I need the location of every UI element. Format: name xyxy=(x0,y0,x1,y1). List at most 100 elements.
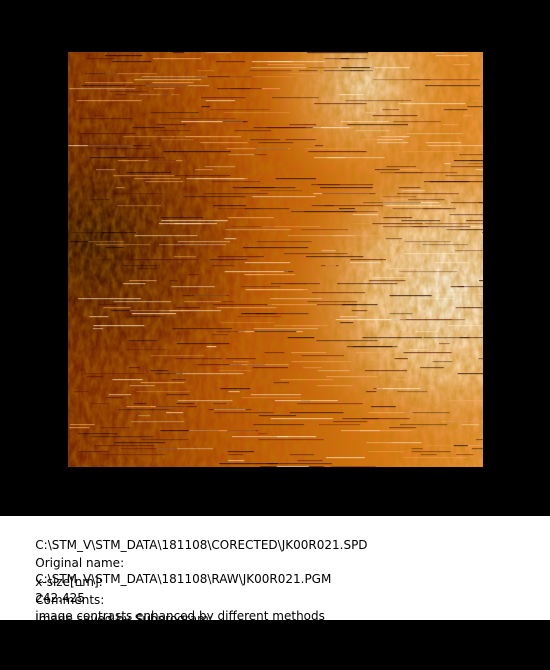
scan-streak xyxy=(409,214,440,216)
scan-streak xyxy=(270,418,333,420)
scan-streak xyxy=(241,397,301,399)
scan-streak xyxy=(222,121,248,123)
scan-streak xyxy=(145,85,210,87)
scan-streak xyxy=(244,208,290,210)
scan-streak xyxy=(393,199,434,201)
scan-streak xyxy=(377,142,409,144)
scan-streak xyxy=(372,223,423,225)
scan-streak xyxy=(243,247,309,249)
scan-streak xyxy=(308,151,367,153)
scan-streak xyxy=(402,190,426,192)
scan-streak xyxy=(129,310,191,312)
scan-streak xyxy=(446,229,483,231)
scan-streak xyxy=(211,334,229,336)
scan-streak xyxy=(140,382,185,384)
scan-streak xyxy=(413,370,422,372)
scan-streak xyxy=(462,400,483,402)
scan-streak xyxy=(89,316,109,318)
scan-streak xyxy=(228,454,244,456)
scan-streak xyxy=(347,124,408,126)
scan-streak xyxy=(449,229,483,231)
scan-streak xyxy=(405,319,465,321)
scan-streak xyxy=(176,343,230,345)
scan-streak xyxy=(254,331,297,333)
scan-streak xyxy=(129,367,140,369)
scan-streak xyxy=(373,79,430,81)
scan-streak xyxy=(250,88,281,90)
scan-streak xyxy=(171,286,215,288)
scan-streak xyxy=(478,358,483,360)
scan-streak xyxy=(103,307,131,309)
scan-streak xyxy=(382,196,417,198)
scan-streak xyxy=(450,163,483,165)
scan-streak xyxy=(174,175,231,177)
scan-streak xyxy=(186,178,245,180)
scan-streak xyxy=(289,73,320,75)
scan-streak xyxy=(423,337,470,339)
scan-streak xyxy=(218,370,252,372)
scan-streak xyxy=(397,391,428,393)
scan-streak xyxy=(90,436,153,438)
scan-streak xyxy=(383,217,413,219)
scan-streak xyxy=(437,349,483,351)
scan-streak xyxy=(105,397,123,399)
scan-streak xyxy=(472,100,483,102)
scan-streak xyxy=(368,412,413,414)
scan-streak xyxy=(107,157,165,159)
scan-streak xyxy=(368,280,406,282)
scan-streak xyxy=(411,79,480,81)
scan-streak xyxy=(211,181,260,183)
scan-streak xyxy=(97,259,112,261)
scan-streak xyxy=(275,466,309,467)
image-frame xyxy=(68,52,483,467)
scan-streak xyxy=(181,121,243,123)
scan-streak xyxy=(393,121,441,123)
scan-streak xyxy=(114,193,163,195)
scan-streak xyxy=(443,109,468,111)
scan-streak xyxy=(123,283,146,285)
scan-streak xyxy=(284,253,348,255)
scan-streak xyxy=(434,262,469,264)
scan-streak xyxy=(467,106,483,108)
scan-streak xyxy=(341,67,374,69)
scan-streak xyxy=(261,226,321,228)
scan-streak xyxy=(270,298,323,300)
scan-streak xyxy=(430,52,445,54)
scan-streak xyxy=(71,232,117,234)
scan-streak xyxy=(376,388,421,390)
scan-streak xyxy=(291,211,353,213)
scan-streak xyxy=(342,304,378,306)
scan-streak xyxy=(250,394,301,396)
scan-streak xyxy=(237,316,282,318)
scan-streak xyxy=(245,289,308,291)
scan-streak xyxy=(102,454,166,456)
scan-streak xyxy=(280,379,333,381)
scan-streak xyxy=(411,451,451,453)
scan-streak xyxy=(352,214,379,216)
scan-streak xyxy=(208,409,252,411)
scan-streak xyxy=(411,448,423,450)
scan-streak xyxy=(420,298,454,300)
scan-streak xyxy=(404,241,451,243)
scan-streak xyxy=(112,61,152,63)
scan-streak xyxy=(403,352,452,354)
scan-streak xyxy=(366,442,422,444)
scan-streak xyxy=(423,181,470,183)
scan-streak xyxy=(267,304,318,306)
scan-streak xyxy=(258,142,294,144)
scan-streak xyxy=(275,178,316,180)
scan-streak xyxy=(96,148,151,150)
scan-streak xyxy=(345,100,412,102)
scan-streak xyxy=(166,394,190,396)
scan-streak xyxy=(161,139,194,141)
scan-streak xyxy=(461,424,480,426)
scan-streak xyxy=(396,91,407,93)
scan-streak xyxy=(304,148,362,150)
scan-streak xyxy=(201,97,246,99)
scan-streak xyxy=(274,325,329,327)
scan-streak xyxy=(132,127,165,129)
saved-by-value: Presentation xyxy=(35,628,111,642)
scan-streak xyxy=(402,457,467,459)
info-panel: C:\STM_V\STM_DATA\181108\CORECTED\JK00R0… xyxy=(0,516,550,653)
scan-streak xyxy=(73,391,89,393)
